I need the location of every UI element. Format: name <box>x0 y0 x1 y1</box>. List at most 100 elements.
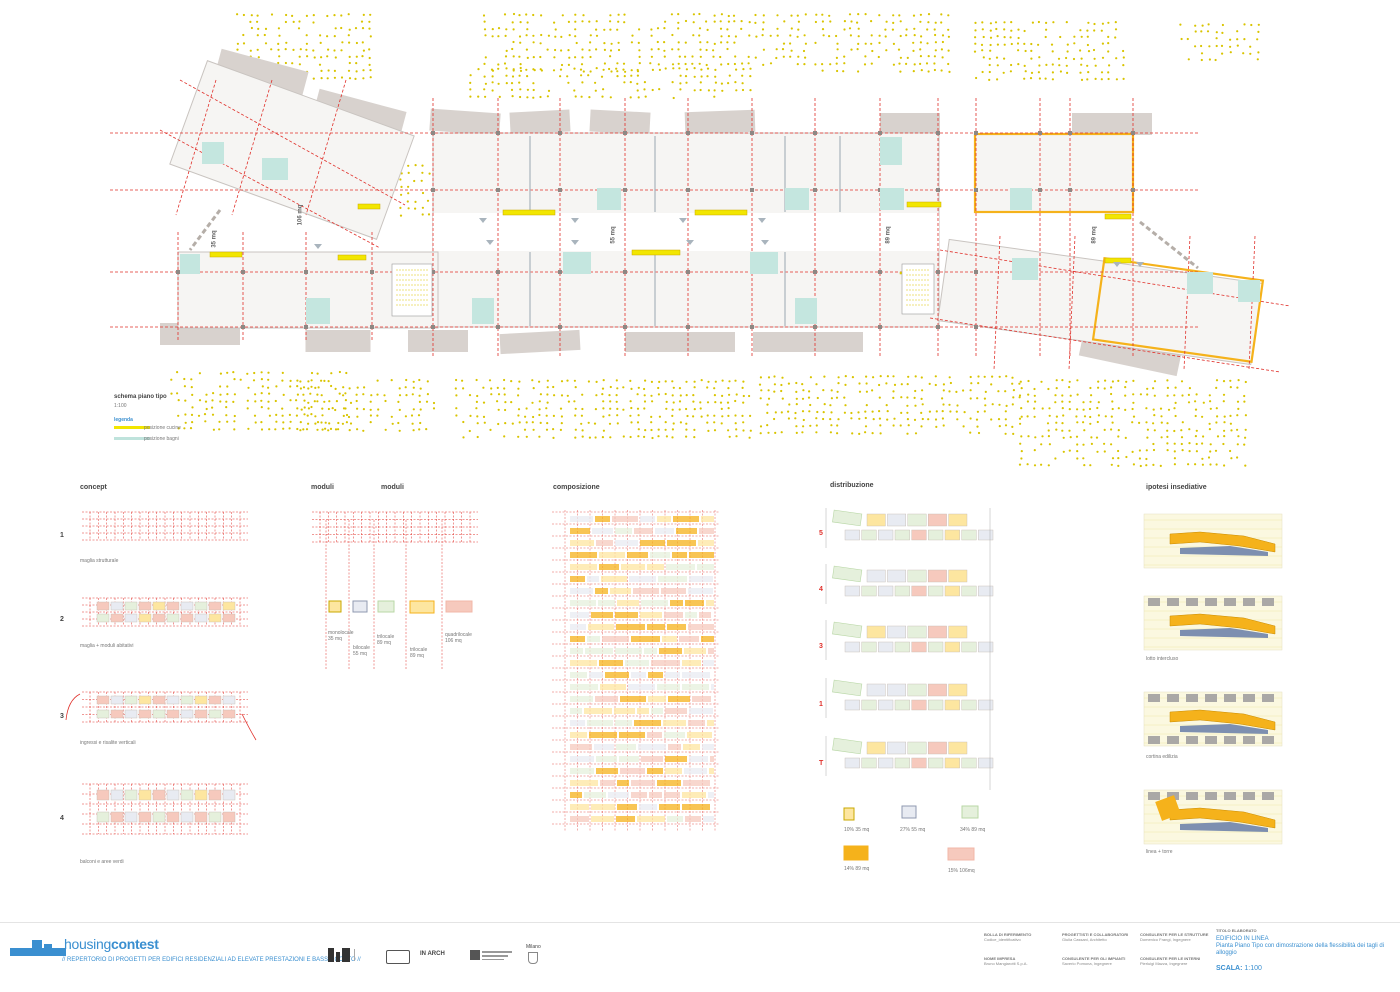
site-neighbour <box>1205 792 1217 800</box>
tree-dot <box>1034 400 1037 403</box>
tree-dot <box>749 75 752 78</box>
tree-dot <box>469 74 472 77</box>
tree-dot <box>580 63 584 66</box>
tree-dot <box>275 385 278 388</box>
module-cell <box>978 757 994 769</box>
tree-dot <box>330 372 333 375</box>
tree-dot <box>940 13 943 16</box>
tree-dot <box>518 380 521 383</box>
tree-dot <box>698 34 701 37</box>
tree-dot <box>320 69 323 72</box>
tree-dot <box>650 428 653 432</box>
tree-dot <box>490 68 494 71</box>
tree-dot <box>1236 44 1239 47</box>
tree-dot <box>504 55 508 58</box>
comp-module <box>689 756 708 762</box>
tree-dot <box>232 400 235 403</box>
tree-dot <box>941 397 944 400</box>
housing-logo-icon <box>10 940 66 956</box>
tree-dot <box>982 56 985 59</box>
comp-module <box>706 600 714 606</box>
tree-dot <box>1047 435 1050 438</box>
tree-dot <box>1115 78 1118 81</box>
tree-dot <box>1229 379 1232 382</box>
tree-dot <box>947 14 950 17</box>
tree-dot <box>726 41 729 44</box>
tree-dot <box>567 49 570 52</box>
module-cell <box>861 757 877 769</box>
tree-dot <box>1117 435 1120 438</box>
tree-dot <box>211 406 214 409</box>
tree-dot <box>1108 64 1111 67</box>
comp-module <box>688 624 714 630</box>
tree-dot <box>623 13 626 16</box>
tree-dot <box>906 383 909 386</box>
tree-dot <box>1236 456 1239 459</box>
comp-module <box>697 564 714 570</box>
tree-dot <box>1209 400 1212 403</box>
tree-dot <box>361 55 364 58</box>
tree-dot <box>298 20 301 23</box>
tree-dot <box>580 422 583 425</box>
tree-dot <box>650 28 653 31</box>
tree-dot <box>1124 408 1127 411</box>
tree-dot <box>782 42 786 45</box>
tree-dot <box>1111 380 1114 383</box>
tree-dot <box>651 88 654 92</box>
tree-dot <box>260 392 263 395</box>
tree-dot <box>935 425 938 428</box>
tree-dot <box>1045 63 1048 66</box>
tree-dot <box>1186 37 1189 41</box>
tree-dot <box>629 400 632 403</box>
tree-dot <box>278 34 281 37</box>
comp-module <box>641 756 663 762</box>
tree-dot <box>218 428 221 431</box>
tree-dot <box>233 378 236 381</box>
tree-dot <box>327 69 330 72</box>
tree-dot <box>398 429 401 432</box>
tree-dot <box>1131 407 1134 411</box>
comp-module <box>570 756 594 762</box>
tree-dot <box>312 77 315 80</box>
tree-dot <box>601 436 605 439</box>
tree-dot <box>713 421 716 424</box>
tree-dot <box>1080 57 1083 60</box>
tree-dot <box>940 69 943 72</box>
tree-dot <box>476 394 479 398</box>
tree-dot <box>483 20 486 23</box>
main-floor-plan <box>110 48 1291 377</box>
tree-dot <box>1114 21 1117 24</box>
tree-dot <box>630 406 633 410</box>
tree-dot <box>637 414 640 417</box>
module-cell <box>948 569 968 583</box>
module-cell <box>222 789 236 801</box>
tree-dot <box>835 34 838 38</box>
tree-dot <box>664 67 667 70</box>
tree-dot <box>727 14 730 18</box>
site-neighbour <box>1262 736 1274 744</box>
comp-module <box>664 612 683 618</box>
tree-dot <box>497 27 501 30</box>
tree-dot <box>727 35 731 38</box>
tree-dot <box>292 20 295 23</box>
tree-dot <box>1188 442 1191 445</box>
tree-dot <box>356 407 359 410</box>
tree-dot <box>767 397 771 400</box>
tree-dot <box>369 421 372 424</box>
tree-dot <box>664 421 667 424</box>
comp-module <box>664 732 685 738</box>
tree-dot <box>191 421 194 424</box>
tree-dot <box>1229 45 1232 48</box>
tree-dot <box>296 407 299 410</box>
tree-dot <box>1214 58 1217 62</box>
tree-dot <box>580 414 584 417</box>
tree-dot <box>643 81 647 84</box>
tree-dot <box>893 383 897 386</box>
tree-dot <box>608 394 611 397</box>
tree-dot <box>490 393 493 396</box>
tree-dot <box>184 421 187 424</box>
tree-dot <box>981 28 984 31</box>
module-cell <box>911 529 927 541</box>
comp-module <box>672 552 687 558</box>
tree-dot <box>1124 386 1127 389</box>
